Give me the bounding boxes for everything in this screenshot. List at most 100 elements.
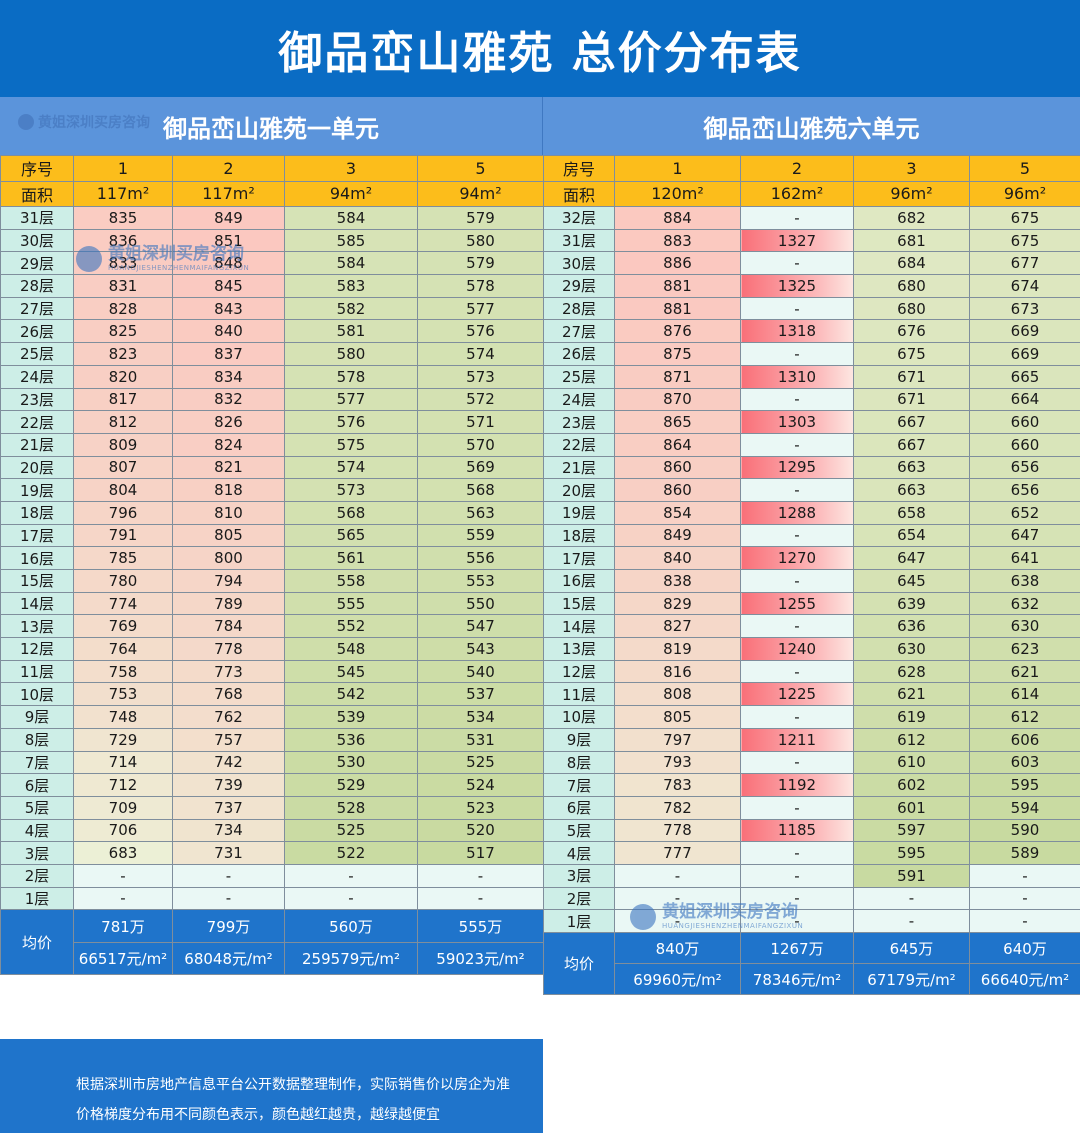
table-row: 25层 871 1310 671 665: [543, 364, 1080, 389]
table-row: 8层 729 757 536 531: [0, 727, 544, 752]
price-cell: 768: [172, 682, 285, 707]
price-cell: -: [740, 523, 854, 548]
table-row: 16层 785 800 561 556: [0, 546, 544, 570]
price-cell: -: [740, 206, 854, 230]
price-cell: 561: [284, 546, 418, 570]
table-row: 6层 712 739 529 524: [0, 773, 544, 797]
price-cell: 881: [614, 296, 741, 321]
price-cell: 783: [614, 773, 741, 797]
price-cell: 680: [853, 296, 970, 321]
floor-label: 30层: [0, 228, 74, 253]
price-cell: 580: [284, 342, 418, 366]
table-row: 25层 823 837 580 574: [0, 342, 544, 366]
price-cell: 709: [73, 795, 173, 820]
table-row: 28层 831 845 583 578: [0, 274, 544, 298]
price-cell: 530: [284, 750, 418, 775]
price-cell: 579: [417, 251, 544, 276]
floor-label: 5层: [543, 818, 615, 843]
price-cell: 818: [172, 478, 285, 502]
price-cell: -: [740, 750, 854, 775]
price-cell: 871: [614, 364, 741, 389]
floor-label: 15层: [543, 591, 615, 616]
price-cell: 824: [172, 432, 285, 457]
table-row: 22层 812 826 576 571: [0, 410, 544, 434]
price-cell: 545: [284, 659, 418, 684]
average-unit-price: 78346元/m²: [740, 963, 854, 995]
price-cell: 573: [284, 478, 418, 502]
price-cell: 571: [417, 410, 544, 434]
floor-label: 23层: [0, 387, 74, 412]
price-cell: 574: [417, 342, 544, 366]
table-row: 12层 764 778 548 543: [0, 637, 544, 661]
unit1-price-table: 序号 1 2 3 5 面积 117m² 117m² 94m² 94m² 31层 835 849 584 57…: [0, 155, 544, 976]
price-cell: 1295: [740, 455, 854, 480]
table-row: 30层 836 851 585 580: [0, 228, 544, 253]
floor-label: 24层: [543, 387, 615, 412]
price-cell: 782: [614, 795, 741, 820]
price-cell: 864: [614, 432, 741, 457]
price-cell: 845: [172, 274, 285, 298]
floor-label: 18层: [0, 500, 74, 525]
price-cell: 674: [969, 274, 1080, 298]
price-cell: -: [740, 251, 854, 276]
price-cell: 540: [417, 659, 544, 684]
price-cell: 584: [284, 251, 418, 276]
price-cell: 555: [284, 591, 418, 616]
price-cell: 632: [969, 591, 1080, 616]
table-row: 12层 816-628 621: [543, 659, 1080, 684]
price-cell: 590: [969, 818, 1080, 843]
price-cell: 774: [73, 591, 173, 616]
floor-label: 19层: [0, 478, 74, 502]
price-cell: 667: [853, 432, 970, 457]
price-cell: 671: [853, 387, 970, 412]
price-cell: -: [740, 432, 854, 457]
floor-label: 14层: [0, 591, 74, 616]
price-cell: 656: [969, 478, 1080, 502]
average-total-price: 645万: [853, 932, 970, 964]
unit-area: 117m²: [172, 180, 285, 207]
table-row: 2层 - - - -: [0, 863, 544, 888]
price-cell: -: [969, 863, 1080, 888]
page-title: 御品峦山雅苑 总价分布表: [0, 0, 1080, 97]
price-cell: 860: [614, 455, 741, 480]
table-row: 13层 819 1240 630 623: [543, 637, 1080, 661]
price-cell: 525: [417, 750, 544, 775]
price-cell: 838: [614, 569, 741, 593]
price-cell: 548: [284, 637, 418, 661]
floor-label: 2层: [0, 863, 74, 888]
price-cell: 682: [853, 206, 970, 230]
price-cell: 619: [853, 705, 970, 729]
price-cell: 843: [172, 296, 285, 321]
price-cell: 671: [853, 364, 970, 389]
price-cell: -: [740, 795, 854, 820]
price-cell: 884: [614, 206, 741, 230]
area-label: 面积: [543, 180, 615, 207]
price-cell: 665: [969, 364, 1080, 389]
price-cell: 647: [853, 546, 970, 570]
floor-label: 24层: [0, 364, 74, 389]
price-cell: 820: [73, 364, 173, 389]
price-cell: 582: [284, 296, 418, 321]
price-cell: 525: [284, 818, 418, 843]
floor-label: 17层: [0, 523, 74, 548]
price-cell: 683: [73, 841, 173, 865]
price-cell: -: [172, 886, 285, 911]
price-cell: 753: [73, 682, 173, 707]
price-cell: 881: [614, 274, 741, 298]
price-cell: -: [740, 614, 854, 639]
price-cell: 595: [853, 841, 970, 865]
floor-label: 25层: [0, 342, 74, 366]
average-unit-price: 66517元/m²: [73, 941, 173, 976]
price-cell: 680: [853, 274, 970, 298]
price-cell: 1185: [740, 818, 854, 843]
price-cell: 568: [417, 478, 544, 502]
price-cell: 577: [417, 296, 544, 321]
price-cell: 565: [284, 523, 418, 548]
floor-label: 14层: [543, 614, 615, 639]
price-cell: 804: [73, 478, 173, 502]
price-cell: 794: [172, 569, 285, 593]
price-cell: -: [614, 863, 741, 888]
price-cell: 809: [73, 432, 173, 457]
floor-label: 22层: [543, 432, 615, 457]
price-cell: 647: [969, 523, 1080, 548]
